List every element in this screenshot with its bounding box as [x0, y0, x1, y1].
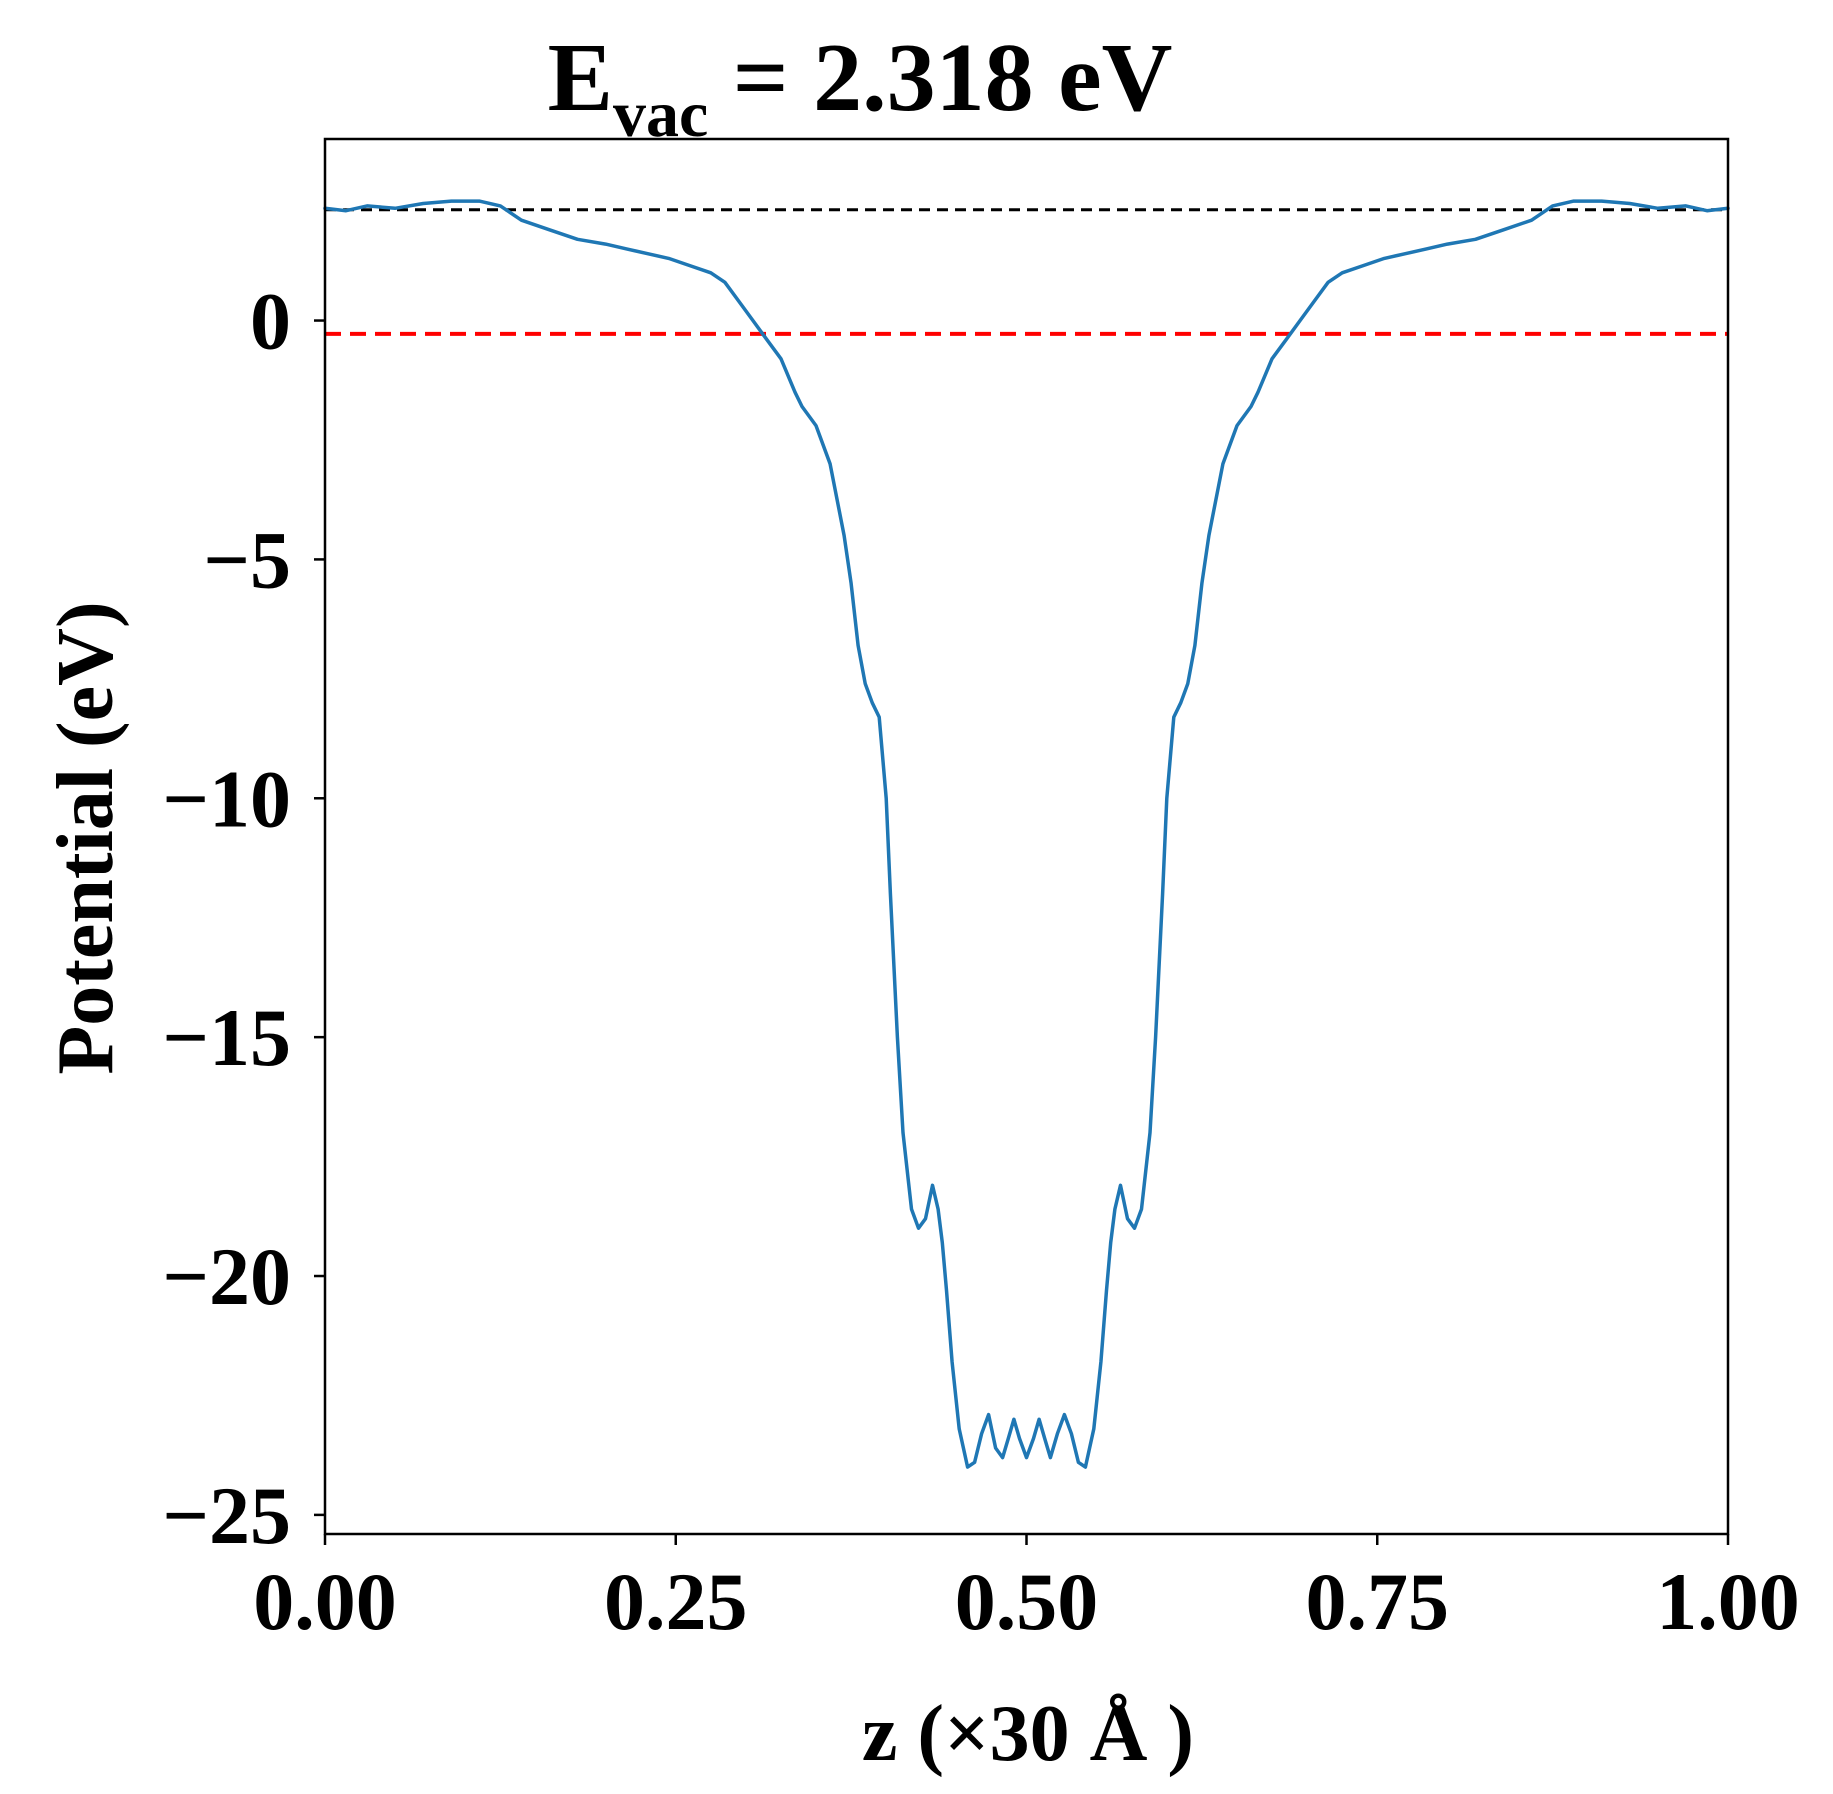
- x-tick-label-3: 0.75: [1306, 1556, 1450, 1647]
- chart-title-rest: = 2.318 eV: [708, 24, 1172, 132]
- series-line-0: [323, 199, 1730, 1469]
- y-tick-label-3: −15: [162, 992, 291, 1083]
- y-axis-label: Potential (eV): [42, 601, 130, 1074]
- x-axis-ticks: 0.00 0.25 0.50 0.75 1.00: [253, 1534, 1800, 1647]
- y-tick-label-2: −10: [162, 753, 291, 844]
- y-tick-label-4: −20: [162, 1231, 291, 1322]
- x-tick-label-1: 0.25: [604, 1556, 748, 1647]
- reference-lines: [325, 208, 1728, 336]
- chart-title-main: E: [548, 24, 613, 132]
- x-axis-label: z (×30 Å ): [862, 1690, 1194, 1778]
- chart-title: Evac = 2.318 eV: [548, 24, 1173, 151]
- x-tick-label-4: 1.00: [1656, 1556, 1800, 1647]
- x-tick-label-2: 0.50: [955, 1556, 1099, 1647]
- y-tick-label-5: −25: [162, 1470, 291, 1561]
- x-tick-label-0: 0.00: [253, 1556, 397, 1647]
- series-layer: [323, 199, 1730, 1469]
- y-axis-ticks: 0 −5 −10 −15 −20 −25: [162, 276, 325, 1561]
- y-tick-label-1: −5: [203, 514, 291, 605]
- y-tick-label-0: 0: [250, 276, 291, 367]
